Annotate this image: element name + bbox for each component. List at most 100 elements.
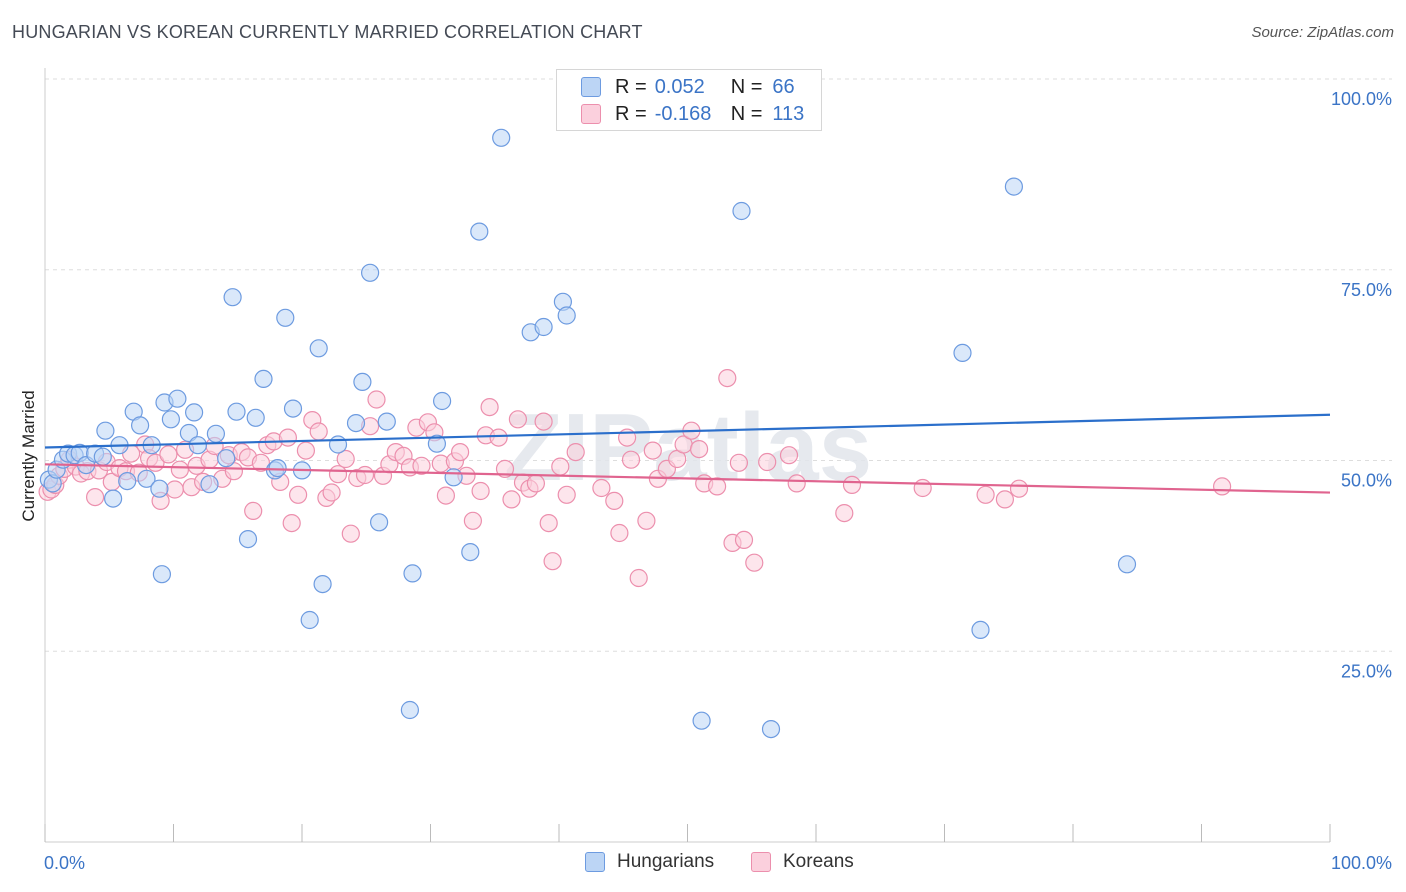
korean-point — [480, 398, 499, 417]
y-tick-label: 50.0% — [1341, 471, 1392, 491]
x-tick-label: 0.0% — [44, 853, 85, 873]
korean-point — [621, 450, 641, 469]
n-label: N = — [730, 102, 763, 125]
hungarian-point — [254, 369, 273, 388]
korean-point — [165, 480, 184, 499]
bottom-legend-koreans[interactable]: Koreans — [751, 851, 854, 873]
r-label: R = — [615, 102, 647, 125]
korean-point — [289, 485, 308, 504]
hungarian-point — [328, 435, 348, 454]
korean-point — [282, 513, 301, 533]
hungarian-point — [246, 408, 265, 427]
korean-point — [835, 503, 854, 523]
r-value: 0.052 — [654, 75, 705, 98]
korean-point — [637, 511, 656, 530]
source-label: Source: ZipAtlas.com — [1251, 24, 1394, 41]
hungarian-point — [433, 391, 452, 411]
korean-point — [159, 445, 178, 464]
korean-point — [244, 501, 263, 520]
hungarian-point — [188, 436, 207, 455]
hungarian-point — [300, 610, 319, 630]
hungarian-point — [953, 343, 972, 362]
bottom-legend-hungarians[interactable]: Hungarians — [585, 851, 714, 873]
hungarian-point — [152, 565, 171, 584]
hungarian-point — [200, 475, 219, 494]
hungarian-point — [732, 201, 751, 221]
korean-point — [471, 481, 490, 501]
grid-lines — [45, 78, 1392, 652]
trend-lines — [44, 413, 1331, 494]
hungarian-point — [161, 410, 180, 429]
r-label: R = — [615, 75, 647, 98]
hungarian-point — [168, 389, 187, 408]
hungarian-point — [313, 574, 332, 594]
hungarian-point — [461, 542, 480, 562]
korean-point — [779, 446, 799, 465]
korean-point — [336, 449, 355, 469]
tick-labels: 100.0% 75.0% 50.0% 25.0% 0.0% 100.0% — [44, 89, 1392, 873]
korean-point — [278, 428, 297, 447]
hungarian-point — [118, 472, 137, 491]
korean-point — [85, 488, 105, 507]
korean-point — [566, 443, 585, 462]
korean-point — [1009, 479, 1029, 498]
hungarian-point — [971, 620, 990, 640]
hungarian-point — [206, 424, 225, 443]
hungarian-point — [283, 399, 303, 418]
korean-point — [610, 523, 629, 543]
korean-point — [787, 474, 806, 493]
hungarian-point — [370, 513, 389, 532]
hungarian-point — [761, 719, 781, 739]
hungarian-point — [444, 468, 463, 487]
y-axis-label: Currently Married — [19, 390, 38, 521]
n-value: 113 — [772, 102, 805, 125]
korean-point — [718, 369, 737, 388]
korean-point — [605, 491, 624, 510]
n-label: N = — [730, 75, 763, 98]
hungarian-point — [185, 403, 204, 422]
korean-point — [355, 465, 375, 485]
chart-title: HUNGARIAN VS KOREAN CURRENTLY MARRIED CO… — [12, 22, 643, 42]
korean-point — [842, 475, 862, 494]
hungarian-point — [403, 564, 422, 583]
korean-point — [251, 453, 270, 472]
korean-point — [689, 440, 709, 459]
x-tick-label: 100.0% — [1331, 853, 1392, 873]
hungarian-point — [238, 529, 258, 549]
n-value: 66 — [772, 75, 795, 98]
korean-point — [729, 453, 749, 472]
korean-point — [367, 390, 386, 409]
korean-point — [322, 483, 341, 502]
hungarian-point — [93, 447, 112, 466]
koreans-legend-label: Koreans — [783, 851, 854, 872]
korean-point — [170, 460, 189, 479]
hungarian-point — [268, 459, 287, 478]
hungarian-point — [1117, 555, 1137, 574]
axes — [44, 68, 1331, 843]
korean-point — [508, 410, 528, 429]
legend-row-koreans: R = -0.168 N = 113 — [557, 101, 804, 127]
hungarian-point — [150, 479, 169, 498]
hungarian-point — [103, 489, 123, 508]
hungarian-point — [353, 372, 372, 391]
korean-point — [551, 457, 570, 476]
hungarian-point — [131, 416, 150, 435]
hungarian-point — [534, 317, 553, 337]
hungarians-legend-swatch — [585, 852, 605, 872]
hungarians-trend-line — [44, 413, 1331, 449]
korean-point — [913, 478, 932, 498]
korean-point — [1212, 477, 1232, 496]
stats-legend: R = 0.052 N = 66 R = -0.168 N = 113 — [556, 69, 822, 131]
korean-point — [734, 530, 754, 550]
hungarian-point — [179, 423, 198, 443]
hungarian-point — [400, 700, 419, 720]
hungarians-points — [39, 128, 1137, 739]
korean-point — [451, 443, 470, 462]
korean-point — [341, 524, 360, 543]
korean-point — [629, 568, 648, 588]
hungarian-point — [361, 263, 380, 282]
hungarian-point — [470, 222, 489, 241]
korean-point — [309, 422, 328, 441]
korean-point — [489, 428, 508, 447]
